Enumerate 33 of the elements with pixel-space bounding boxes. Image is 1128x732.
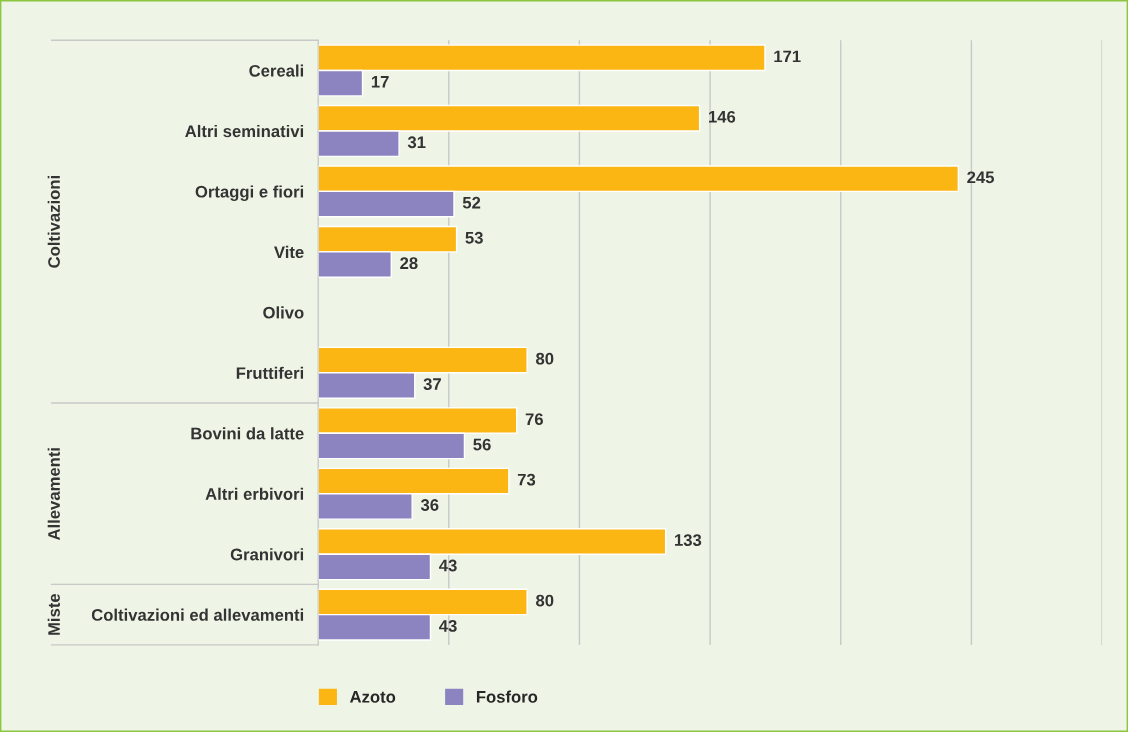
data-label: 76 [525, 413, 543, 426]
data-label: 31 [407, 136, 426, 149]
data-label: 133 [675, 534, 702, 546]
data-label: 28 [400, 257, 418, 270]
y-tick-label: Olivo [263, 306, 304, 319]
data-label: 43 [439, 559, 457, 572]
data-label: 36 [420, 499, 439, 511]
data-label: 17 [371, 76, 389, 88]
y-tick-label: Bovini da latte [191, 427, 304, 440]
y-tick-label: Altri erbivori [205, 487, 304, 500]
data-label: 43 [439, 620, 457, 632]
data-label: 245 [967, 171, 995, 184]
data-label: 37 [423, 378, 441, 390]
data-label: 146 [709, 110, 736, 123]
legend-label: Fosforo [476, 690, 538, 703]
data-label: 80 [536, 352, 554, 365]
text: Coltivazioni [47, 176, 60, 268]
y-tick-label: Coltivazioni ed allevamenti [91, 608, 304, 621]
data-label: 73 [517, 473, 536, 486]
text: Allevamenti [47, 448, 60, 541]
data-label: 52 [462, 196, 481, 209]
data-label: 56 [473, 438, 491, 451]
data-label: 53 [465, 231, 483, 244]
y-tick-label: Altri seminativi [185, 124, 304, 138]
data-label: 171 [774, 50, 801, 63]
y-tick-label: Ortaggi e fiori [195, 185, 304, 201]
legend-label: Azoto [349, 691, 396, 703]
y-tick-label: Vite [274, 245, 304, 259]
data-label: 80 [536, 594, 554, 607]
y-tick-label: Fruttiferi [236, 366, 304, 380]
y-tick-label: Granivori [230, 548, 304, 561]
text: Miste [47, 593, 60, 635]
y-tick-label: Cereali [249, 64, 304, 77]
